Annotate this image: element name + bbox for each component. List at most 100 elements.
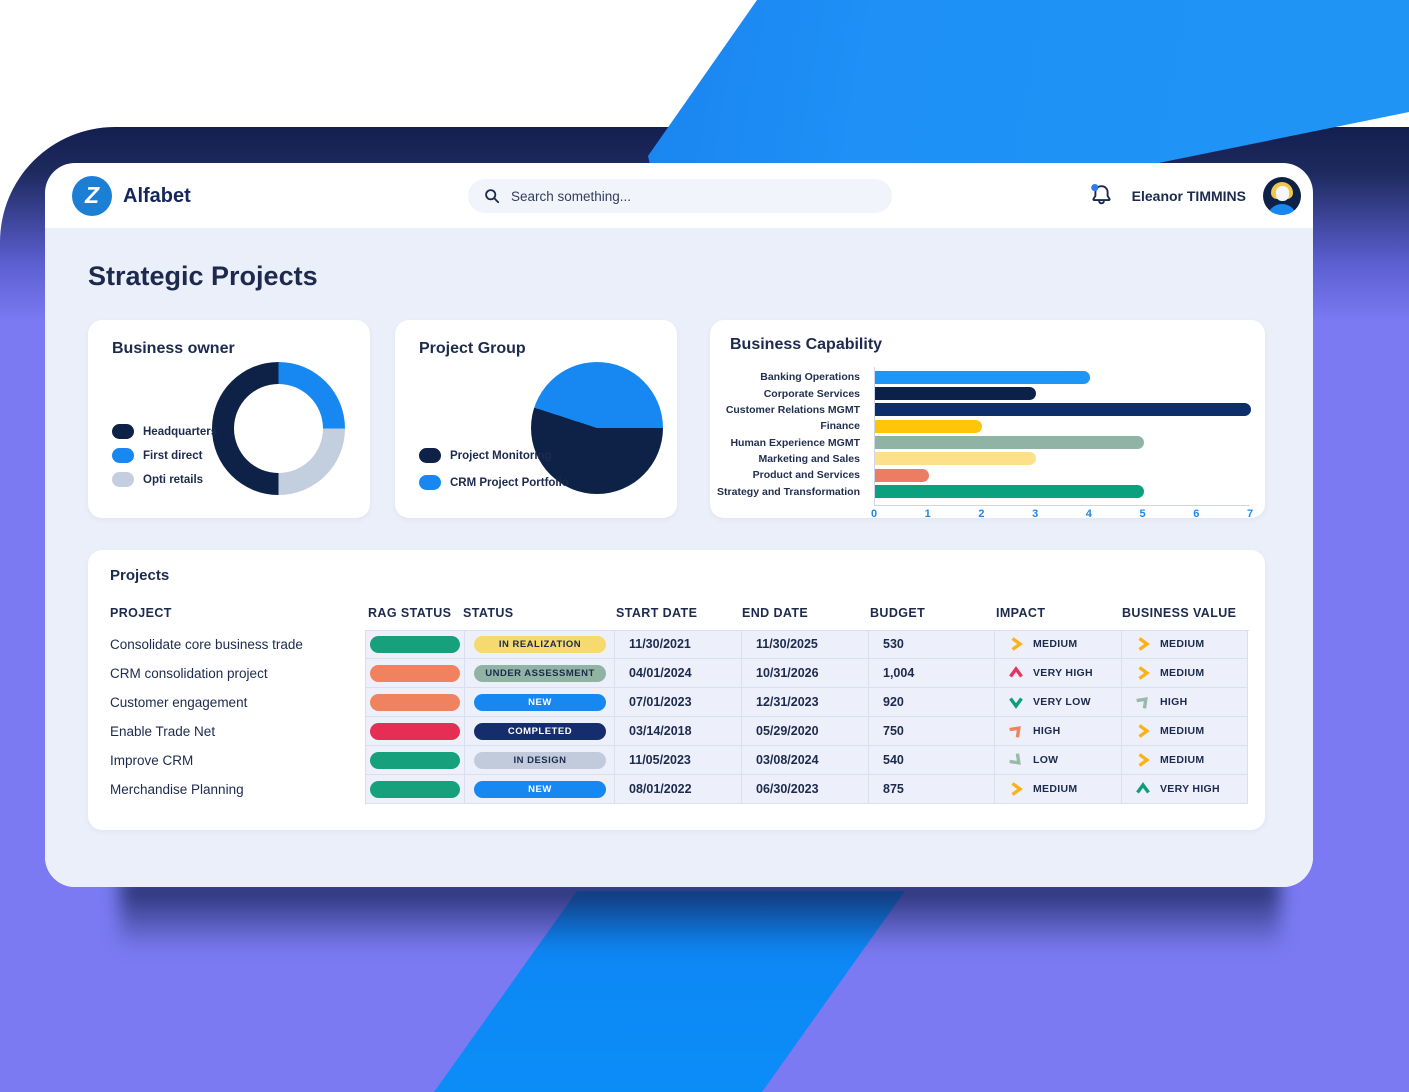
legend-swatch	[112, 448, 134, 463]
column-header-start-date: START DATE	[616, 606, 698, 620]
status-cell: UNDER ASSESSMENT	[465, 659, 615, 688]
bar-row: Corporate Services	[710, 385, 1255, 401]
business-value-cell: MEDIUM	[1122, 746, 1248, 775]
project-name-cell[interactable]: Customer engagement	[110, 695, 248, 710]
bar-category-label: Human Experience MGMT	[730, 436, 860, 449]
rag-status-pill	[370, 751, 460, 769]
alfabet-logo-icon[interactable]: Z	[72, 176, 112, 216]
project-group-card: Project Group Project Monitoring CRM Pro…	[395, 320, 677, 518]
business-value-cell: HIGH	[1122, 688, 1248, 717]
business-value-label: HIGH	[1160, 696, 1188, 708]
bar-category-label: Customer Relations MGMT	[725, 403, 860, 416]
end-date-cell: 03/08/2024	[742, 746, 869, 775]
end-date-cell: 11/30/2025	[742, 630, 869, 659]
impact-direction-icon	[1009, 726, 1021, 738]
search-input[interactable]	[511, 188, 876, 204]
window-shadow	[120, 878, 1280, 950]
x-axis-tick-label: 2	[978, 508, 985, 520]
business-value-cell: MEDIUM	[1122, 630, 1248, 659]
business-value-label: MEDIUM	[1160, 638, 1205, 650]
legend-label: First direct	[143, 449, 203, 462]
end-date-cell: 05/29/2020	[742, 717, 869, 746]
user-avatar[interactable]	[1263, 176, 1301, 215]
legend-item: First direct	[112, 448, 217, 463]
x-axis-tick-label: 6	[1193, 508, 1200, 520]
bar-category-label: Strategy and Transformation	[717, 485, 860, 498]
legend-swatch	[419, 448, 441, 463]
end-date-cell: 06/30/2023	[742, 775, 869, 804]
business-value-cell: VERY HIGH	[1122, 775, 1248, 804]
notifications-bell-icon[interactable]	[1088, 182, 1115, 209]
project-group-title: Project Group	[419, 340, 526, 357]
bar[interactable]	[875, 436, 1144, 450]
avatar-face	[1275, 185, 1289, 201]
status-pill: UNDER ASSESSMENT	[474, 664, 606, 682]
business-value-cell: MEDIUM	[1122, 717, 1248, 746]
bar-row: Banking Operations	[710, 369, 1255, 385]
status-cell: NEW	[465, 688, 615, 717]
column-header-rag-status: RAG STATUS	[368, 606, 452, 620]
budget-cell: 530	[869, 630, 995, 659]
brand-name: Alfabet	[123, 185, 191, 207]
business-value-cell: MEDIUM	[1122, 659, 1248, 688]
budget-cell: 920	[869, 688, 995, 717]
projects-table: Consolidate core business trade IN REALI…	[110, 630, 1248, 804]
legend-item: CRM Project Portfolio	[419, 475, 569, 490]
bar-category-label: Corporate Services	[763, 387, 860, 400]
donut-chart[interactable]	[212, 362, 345, 495]
budget-cell: 750	[869, 717, 995, 746]
bar[interactable]	[875, 485, 1144, 499]
bar-category-label: Product and Services	[752, 469, 860, 482]
project-name-cell[interactable]: Consolidate core business trade	[110, 637, 303, 652]
bar[interactable]	[875, 370, 1090, 384]
business-capability-card: Business Capability Banking Operations C…	[710, 320, 1265, 520]
impact-direction-icon	[1009, 697, 1023, 709]
budget-cell: 875	[869, 775, 995, 804]
bar[interactable]	[875, 387, 1037, 401]
search-bar[interactable]	[468, 179, 892, 213]
rag-status-pill	[370, 780, 460, 798]
status-cell: COMPLETED	[465, 717, 615, 746]
impact-label: VERY HIGH	[1033, 667, 1093, 679]
business-value-label: MEDIUM	[1160, 667, 1205, 679]
pie-chart[interactable]	[531, 362, 663, 494]
bar-category-label: Finance	[820, 420, 860, 433]
project-name-cell[interactable]: CRM consolidation project	[110, 666, 268, 681]
business-value-direction-icon	[1136, 782, 1150, 794]
rag-status-pill	[370, 664, 460, 682]
bar-chart: Banking Operations Corporate Services Cu…	[710, 369, 1255, 500]
impact-label: VERY LOW	[1033, 696, 1091, 708]
impact-cell: MEDIUM	[995, 630, 1122, 659]
legend-label: CRM Project Portfolio	[450, 476, 569, 489]
project-name-cell[interactable]: Enable Trade Net	[110, 724, 216, 739]
user-name[interactable]: Eleanor TIMMINS	[1131, 187, 1246, 204]
bar[interactable]	[875, 452, 1037, 466]
project-name-cell[interactable]: Merchandise Planning	[110, 782, 244, 797]
bar[interactable]	[875, 419, 983, 433]
legend-swatch	[419, 475, 441, 490]
bar[interactable]	[875, 403, 1251, 417]
legend-swatch	[112, 472, 134, 487]
y-axis-line	[874, 367, 875, 505]
end-date-cell: 12/31/2023	[742, 688, 869, 717]
app-window: Z Alfabet Eleanor TIMMINS	[45, 163, 1313, 887]
start-date-cell: 08/01/2022	[615, 775, 742, 804]
bar[interactable]	[875, 468, 929, 482]
column-header-budget: BUDGET	[870, 606, 926, 620]
start-date-cell: 11/05/2023	[615, 746, 742, 775]
app-body: Strategic Projects Business owner Headqu…	[45, 228, 1313, 887]
rag-status-pill	[370, 635, 460, 653]
impact-label: MEDIUM	[1033, 783, 1078, 795]
status-cell: IN REALIZATION	[465, 630, 615, 659]
search-icon	[485, 189, 500, 204]
start-date-cell: 11/30/2021	[615, 630, 742, 659]
project-name-cell[interactable]: Improve CRM	[110, 753, 194, 768]
bar-category-label: Marketing and Sales	[758, 452, 860, 465]
rag-status-cell	[365, 717, 465, 746]
bar-row: Customer Relations MGMT	[710, 402, 1255, 418]
column-header-end-date: END DATE	[742, 606, 809, 620]
bar-category-label: Banking Operations	[760, 371, 860, 384]
impact-direction-icon	[1011, 637, 1023, 651]
business-owner-card: Business owner Headquarters First direct…	[88, 320, 370, 518]
end-date-cell: 10/31/2026	[742, 659, 869, 688]
